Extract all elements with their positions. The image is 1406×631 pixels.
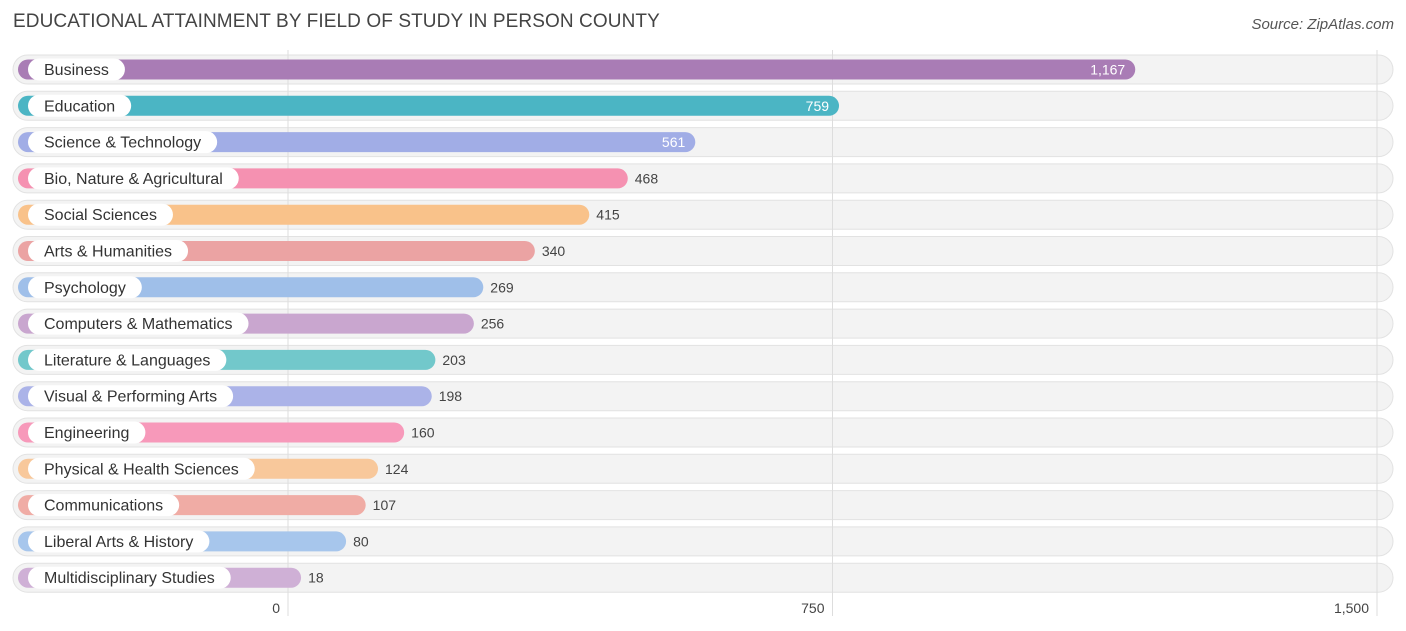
category-label-pill <box>28 203 173 226</box>
category-label-pill <box>28 312 249 335</box>
value-label: 256 <box>481 316 505 332</box>
value-label: 107 <box>373 497 397 513</box>
bar-group: Liberal Arts & History <box>18 530 347 553</box>
category-label-pill <box>28 566 231 589</box>
bar-group: Communications <box>18 494 366 517</box>
row-track <box>12 526 1394 557</box>
category-label: Visual & Performing Arts <box>44 389 217 406</box>
category-label-pill <box>28 94 132 117</box>
category-label-pill <box>28 276 142 299</box>
category-label: Science & Technology <box>44 135 201 152</box>
row-track <box>12 562 1394 593</box>
category-label: Liberal Arts & History <box>44 534 193 551</box>
category-label: Physical & Health Sciences <box>44 461 239 478</box>
bar <box>18 95 840 116</box>
category-label: Bio, Nature & Agricultural <box>44 171 223 188</box>
value-label: 1,167 <box>1090 62 1125 78</box>
category-label-pill <box>28 240 189 262</box>
category-label: Psychology <box>44 280 126 297</box>
value-label: 468 <box>635 170 659 186</box>
category-label: Arts & Humanities <box>44 244 172 261</box>
bar-group: Psychology <box>18 276 484 299</box>
bar-group: Engineering <box>18 421 405 444</box>
value-label: 198 <box>439 388 463 404</box>
category-label-pill <box>28 131 218 154</box>
bar-group: Bio, Nature & Agricultural <box>18 167 628 190</box>
category-label: Literature & Languages <box>44 352 210 369</box>
category-label-pill <box>28 421 146 444</box>
value-label: 269 <box>490 279 514 295</box>
bar-group: Physical & Health Sciences <box>18 457 379 480</box>
category-label: Engineering <box>44 425 129 442</box>
value-label: 124 <box>385 461 409 477</box>
x-tick-label: 750 <box>801 600 825 616</box>
bar-group: Education <box>18 94 840 117</box>
bar-group: Multidisciplinary Studies <box>18 566 302 589</box>
bar-group: Social Sciences <box>18 203 590 226</box>
bar <box>18 59 1136 80</box>
category-label-pill <box>28 348 227 371</box>
bar-group: Computers & Mathematics <box>18 312 474 335</box>
value-label: 415 <box>596 207 620 223</box>
value-label: 340 <box>542 243 566 259</box>
bar-group: Literature & Languages <box>18 348 436 371</box>
category-label: Education <box>44 98 115 115</box>
category-label: Social Sciences <box>44 207 157 224</box>
bar-group: Arts & Humanities <box>18 240 535 262</box>
chart-title: EDUCATIONAL ATTAINMENT BY FIELD OF STUDY… <box>13 11 660 32</box>
source-credit: Source: ZipAtlas.com <box>1251 16 1394 33</box>
category-label-pill <box>28 167 239 190</box>
value-label: 759 <box>806 98 830 114</box>
category-label-pill <box>28 58 125 81</box>
value-label: 18 <box>308 570 324 586</box>
bar-group: Science & Technology <box>18 131 696 154</box>
value-label: 203 <box>442 352 466 368</box>
category-label: Communications <box>44 498 163 515</box>
category-label-pill <box>28 457 255 480</box>
value-label: 561 <box>662 134 686 150</box>
category-label: Multidisciplinary Studies <box>44 570 215 587</box>
bar-group: Visual & Performing Arts <box>18 385 432 408</box>
category-label-pill <box>28 530 210 553</box>
category-label-pill <box>28 385 234 408</box>
bar-group: Business <box>18 58 1136 81</box>
category-label: Computers & Mathematics <box>44 316 233 333</box>
value-label: 80 <box>353 533 369 549</box>
value-label: 160 <box>411 425 435 441</box>
x-tick-label: 0 <box>272 600 280 616</box>
category-label: Business <box>44 62 109 79</box>
x-tick-label: 1,500 <box>1334 600 1369 616</box>
category-label-pill <box>28 494 180 517</box>
